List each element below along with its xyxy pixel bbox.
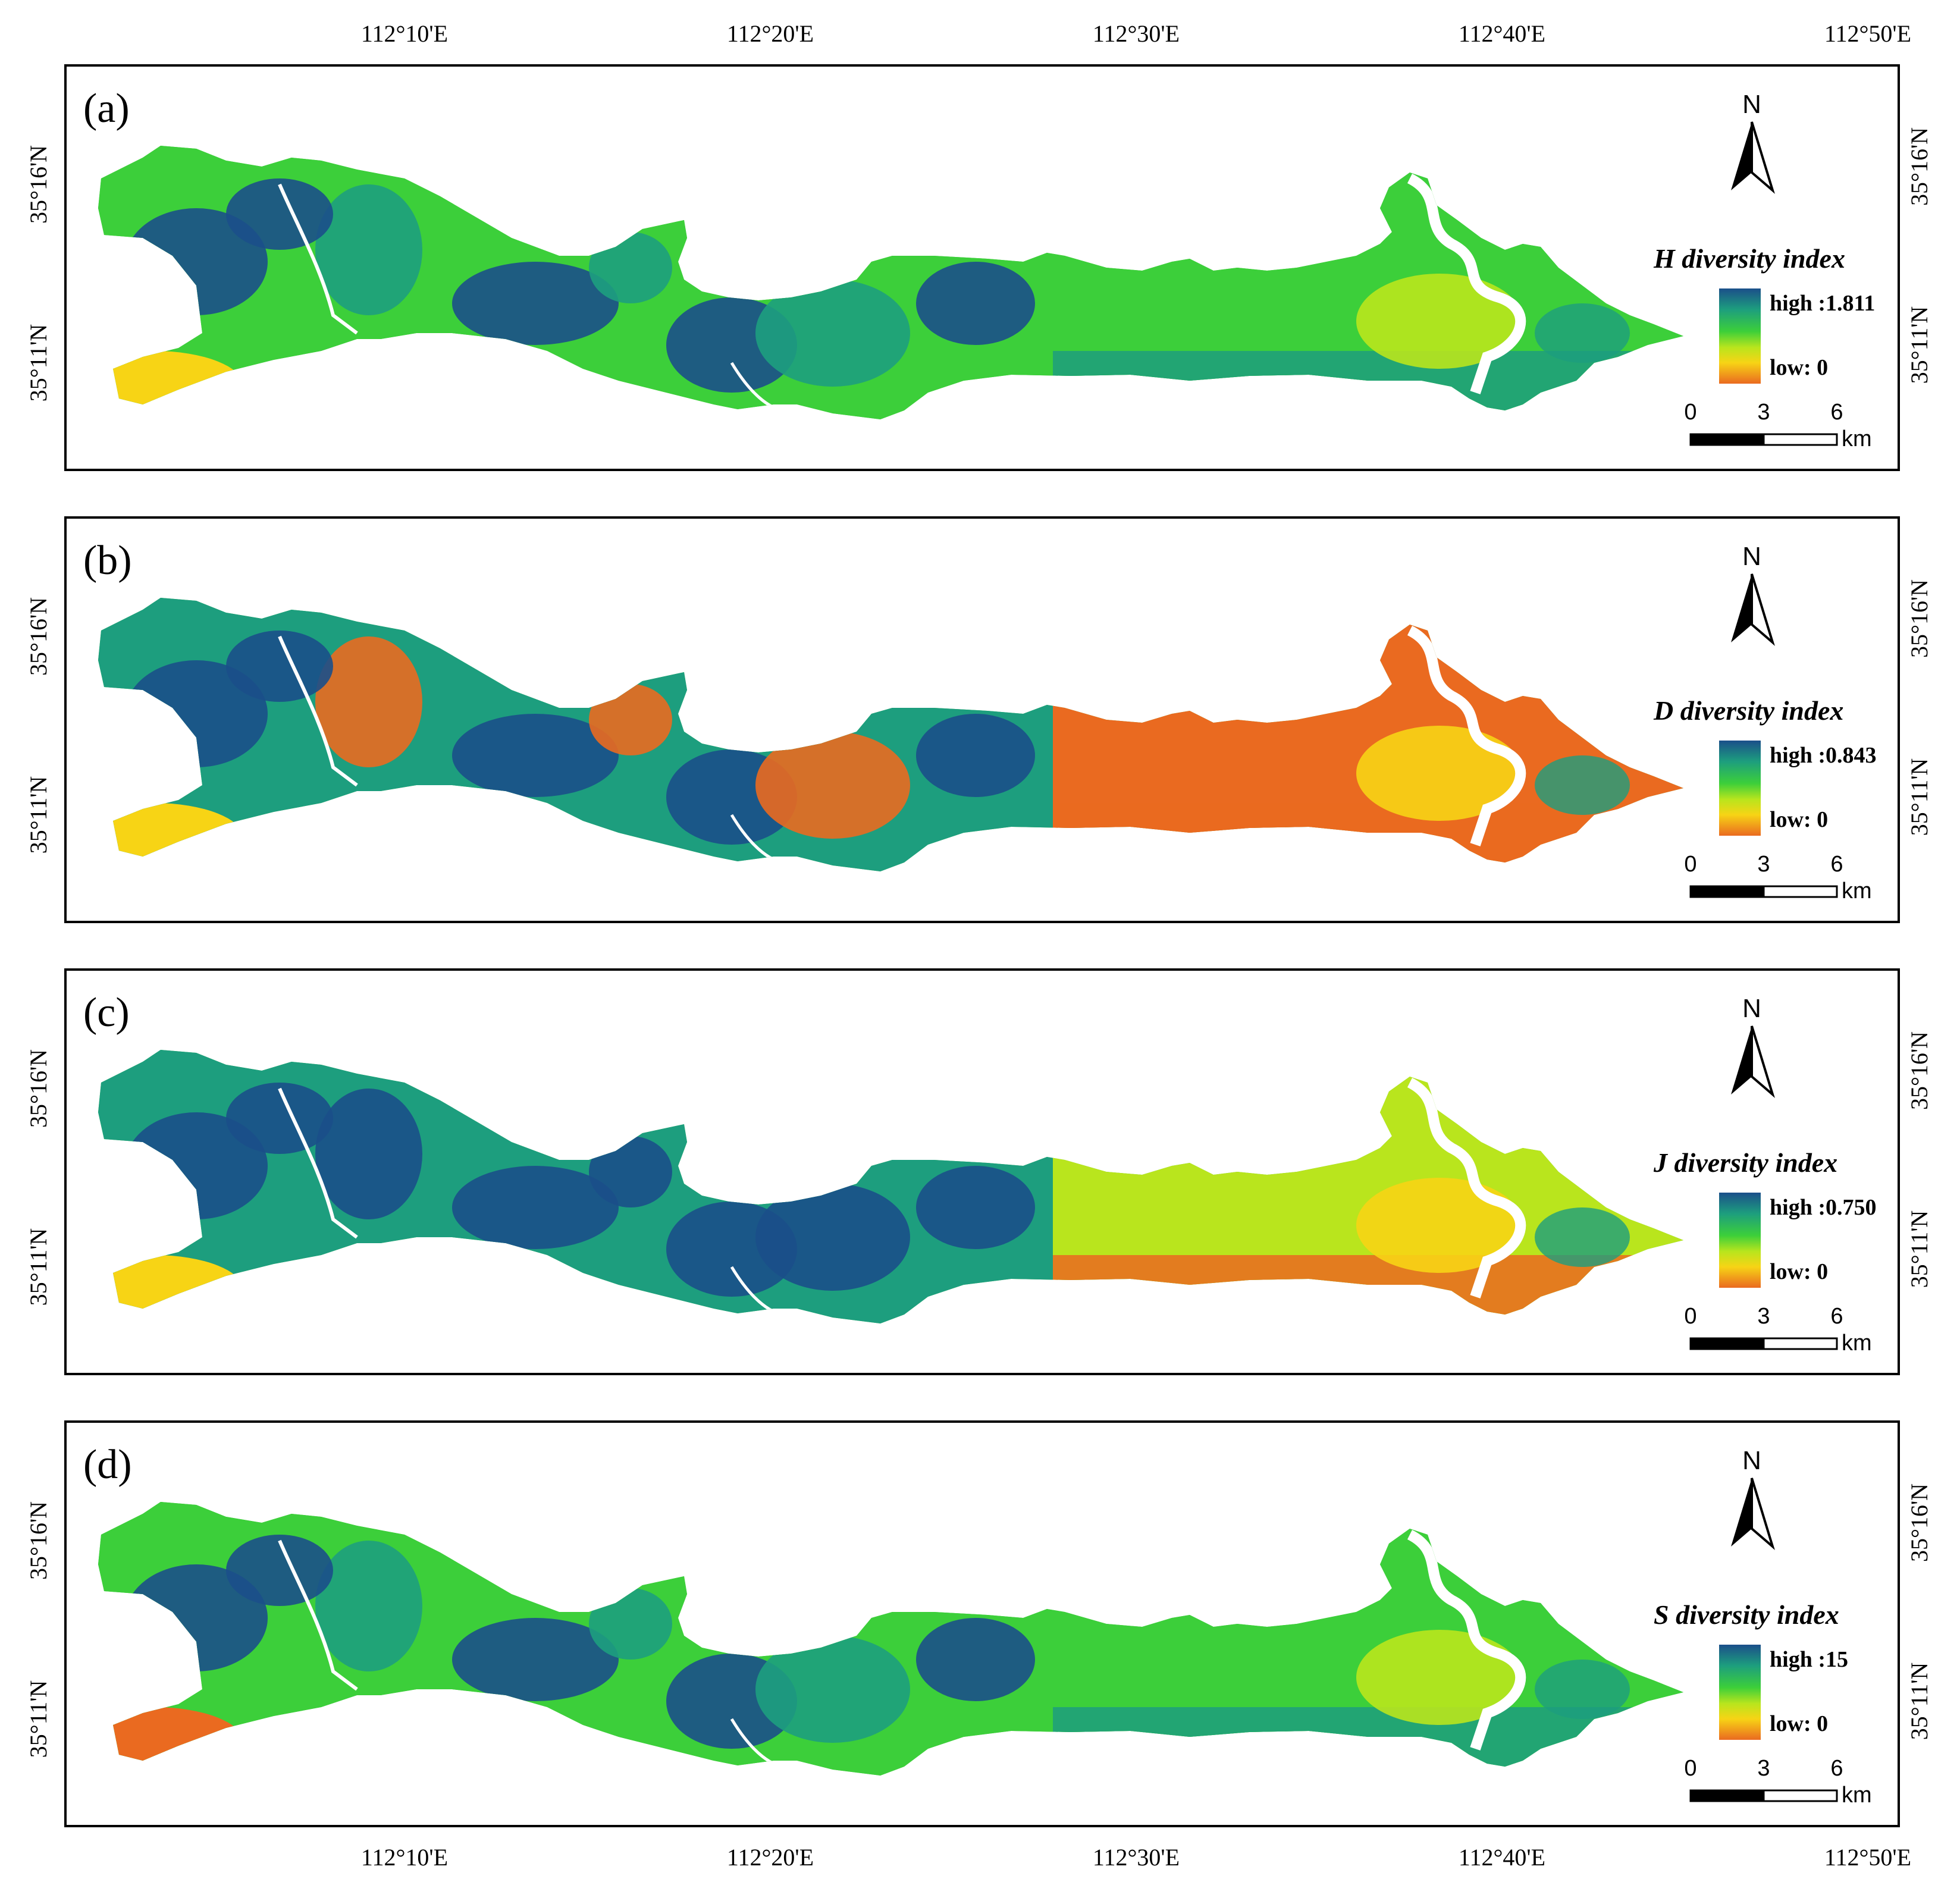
legend-low-label: low: 0 — [1770, 1259, 1828, 1284]
lon-label-bottom: 112°40'E — [1459, 1844, 1545, 1871]
scale-tick-label: 3 — [1757, 852, 1770, 877]
lat-label-right: 35°11'N — [1906, 1210, 1933, 1288]
lat-label-right: 35°16'N — [1906, 579, 1933, 658]
legend-low-label: low: 0 — [1770, 1711, 1828, 1736]
legend-title: H diversity index — [1653, 243, 1845, 274]
lon-label-top: 112°30'E — [1093, 20, 1180, 47]
panel-label: (b) — [83, 538, 132, 584]
scale-tick-label: 0 — [1684, 1756, 1696, 1781]
scale-tick-label: 0 — [1684, 400, 1696, 425]
legend-title: J diversity index — [1653, 1147, 1837, 1178]
north-arrow-icon: N — [1731, 994, 1775, 1098]
map-panel: 35°16'N 35°16'N 35°11'N 35°11'N (c) N J divers… — [25, 968, 1933, 1375]
legend-title: S diversity index — [1654, 1599, 1839, 1630]
scale-unit: km — [1842, 1783, 1872, 1808]
lat-label-right: 35°11'N — [1906, 1663, 1933, 1740]
scale-bar: 0 3 6km — [1684, 400, 1871, 451]
lat-label-left: 35°16'N — [25, 145, 52, 224]
legend-low-label: low: 0 — [1770, 355, 1828, 380]
north-arrow-icon: N — [1731, 90, 1775, 194]
scale-tick-label: 3 — [1757, 1756, 1770, 1781]
scale-tick-label: 6 — [1830, 852, 1843, 877]
scale-bar: 0 3 6km — [1684, 1756, 1871, 1808]
legend-color-ramp — [1719, 1645, 1761, 1740]
bottom-longitude-labels: 112°10'E 112°20'E 112°30'E 112°40'E 112°… — [361, 1844, 1911, 1871]
scale-tick-label: 6 — [1830, 1756, 1843, 1781]
lat-label-right: 35°16'N — [1906, 1031, 1933, 1110]
top-longitude-labels: 112°10'E 112°20'E 112°30'E 112°40'E 112°… — [361, 20, 1911, 47]
svg-text:N: N — [1742, 90, 1761, 119]
lon-label-top: 112°40'E — [1459, 20, 1545, 47]
lat-label-left: 35°16'N — [25, 1501, 52, 1580]
lat-label-left: 35°11'N — [25, 1228, 52, 1306]
legend: J diversity index high :0.750 low: 0 — [1653, 1147, 1876, 1288]
scale-tick-label: 3 — [1757, 400, 1770, 425]
lon-label-top: 112°20'E — [727, 20, 814, 47]
scale-tick-label: 6 — [1830, 1304, 1843, 1329]
map-panel: 35°16'N 35°16'N 35°11'N 35°11'N (a) N H divers… — [25, 64, 1933, 471]
panel-label: (c) — [83, 990, 130, 1036]
map-panel: 35°16'N 35°16'N 35°11'N 35°11'N (d) N S divers… — [25, 1420, 1933, 1827]
legend-high-label: high :1.811 — [1770, 291, 1875, 316]
lon-label-bottom: 112°20'E — [727, 1844, 814, 1871]
scale-unit: km — [1842, 426, 1872, 451]
legend-color-ramp — [1719, 741, 1761, 836]
svg-text:N: N — [1742, 1446, 1761, 1475]
lon-label-bottom: 112°50'E — [1824, 1844, 1911, 1871]
scale-tick-label: 3 — [1757, 1304, 1770, 1329]
legend-high-label: high :0.750 — [1770, 1195, 1876, 1220]
panel-label: (d) — [83, 1442, 132, 1488]
lat-label-left: 35°16'N — [25, 1049, 52, 1128]
legend-low-label: low: 0 — [1770, 807, 1828, 832]
lat-label-right: 35°11'N — [1906, 758, 1933, 836]
scale-bar: 0 3 6km — [1684, 852, 1871, 904]
lon-label-bottom: 112°30'E — [1093, 1844, 1180, 1871]
scale-unit: km — [1842, 1331, 1872, 1356]
lat-label-left: 35°11'N — [25, 1680, 52, 1758]
legend-high-label: high :15 — [1770, 1647, 1848, 1672]
legend: H diversity index high :1.811 low: 0 — [1653, 243, 1875, 384]
north-arrow-icon: N — [1731, 542, 1775, 646]
lat-label-right: 35°11'N — [1906, 306, 1933, 384]
scale-bar: 0 3 6km — [1684, 1304, 1871, 1356]
lon-label-top: 112°50'E — [1824, 20, 1911, 47]
svg-text:N: N — [1742, 542, 1761, 571]
lon-label-top: 112°10'E — [361, 20, 448, 47]
scale-tick-label: 6 — [1830, 400, 1843, 425]
legend: D diversity index high :0.843 low: 0 — [1653, 695, 1876, 836]
map-panel: 35°16'N 35°16'N 35°11'N 35°11'N (b) N D divers… — [25, 516, 1933, 923]
scale-tick-label: 0 — [1684, 852, 1696, 877]
lon-label-bottom: 112°10'E — [361, 1844, 448, 1871]
legend-title: D diversity index — [1653, 695, 1843, 726]
lat-label-right: 35°16'N — [1906, 1483, 1933, 1562]
diversity-map — [98, 598, 1683, 871]
lat-label-left: 35°11'N — [25, 324, 52, 402]
scale-unit: km — [1842, 879, 1872, 904]
legend: S diversity index high :15 low: 0 — [1654, 1599, 1848, 1740]
svg-text:N: N — [1742, 994, 1761, 1023]
lat-label-left: 35°16'N — [25, 597, 52, 676]
lat-label-right: 35°16'N — [1906, 127, 1933, 206]
north-arrow-icon: N — [1731, 1446, 1775, 1550]
panel-label: (a) — [83, 86, 130, 131]
legend-high-label: high :0.843 — [1770, 743, 1876, 768]
lat-label-left: 35°11'N — [25, 776, 52, 854]
scale-tick-label: 0 — [1684, 1304, 1696, 1329]
legend-color-ramp — [1719, 1193, 1761, 1288]
legend-color-ramp — [1719, 288, 1761, 384]
